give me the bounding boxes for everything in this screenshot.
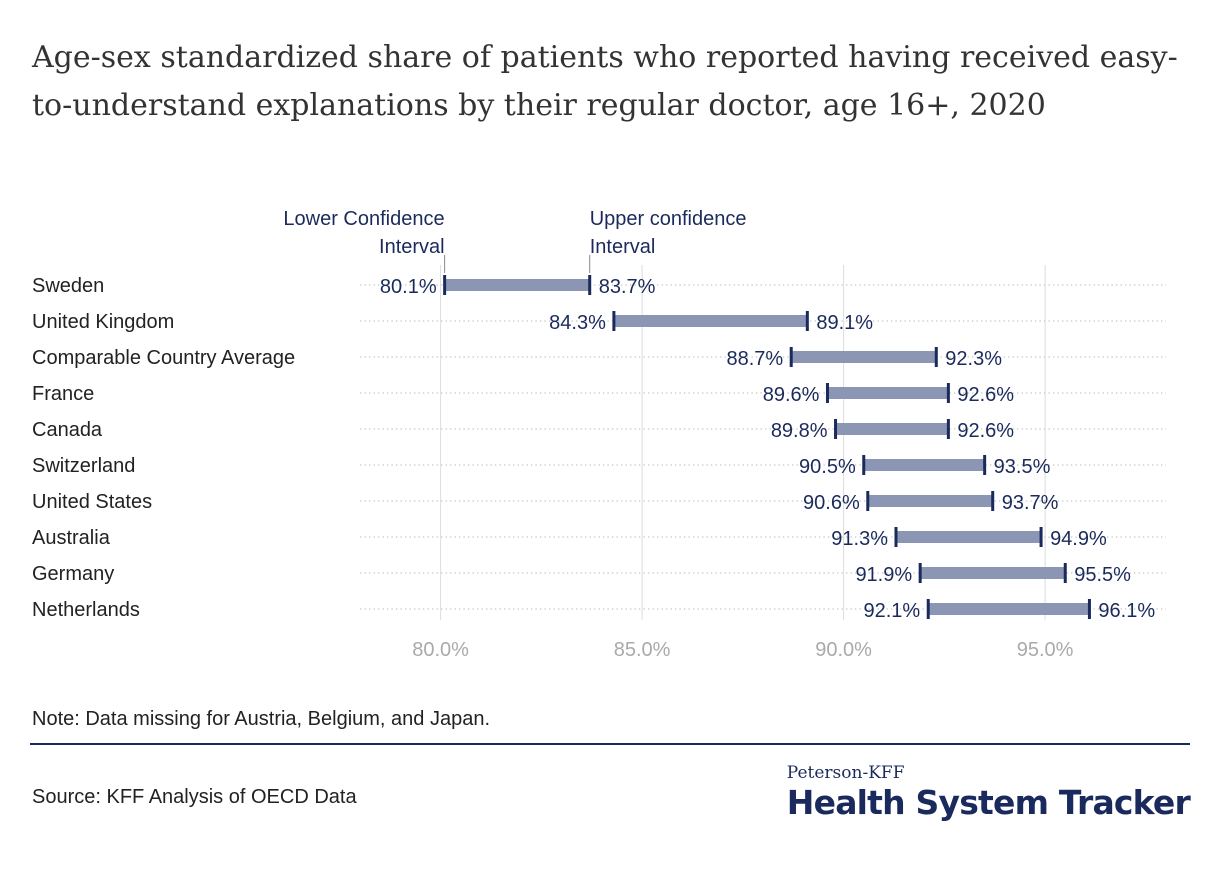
upper-value-label: 96.1% xyxy=(1098,600,1155,622)
upper-value-label: 89.1% xyxy=(816,312,873,334)
upper-cap xyxy=(588,275,592,295)
lower-cap xyxy=(612,311,616,331)
upper-cap xyxy=(805,311,809,331)
chart-note: Note: Data missing for Austria, Belgium,… xyxy=(32,708,491,730)
upper-cap xyxy=(1039,527,1043,547)
category-label: United States xyxy=(32,491,152,513)
range-chart: 80.0% 85.0% 90.0% 95.0% Sweden 80.1% 83.7% Unit… xyxy=(32,208,1166,661)
upper-cap xyxy=(983,455,987,475)
x-tick-label: 90.0% xyxy=(815,639,872,661)
upper-cap xyxy=(1087,599,1091,619)
upper-value-label: 93.7% xyxy=(1002,492,1059,514)
lower-cap xyxy=(443,275,447,295)
upper-value-label: 92.6% xyxy=(957,420,1014,442)
upper-value-label: 83.7% xyxy=(599,276,656,298)
category-label: Australia xyxy=(32,527,111,549)
range-bar xyxy=(895,531,1042,543)
chart-source: Source: KFF Analysis of OECD Data xyxy=(32,786,357,808)
lower-cap xyxy=(834,419,838,439)
chart-title: Age-sex standardized share of patients w… xyxy=(32,40,1178,123)
lower-value-label: 90.6% xyxy=(803,492,860,514)
upper-value-label: 92.6% xyxy=(957,384,1014,406)
lower-cap xyxy=(825,383,829,403)
lower-cap xyxy=(862,455,866,475)
category-label: Germany xyxy=(32,563,114,585)
range-bar xyxy=(867,495,993,507)
x-tick-label: 80.0% xyxy=(412,639,469,661)
range-bar xyxy=(835,423,949,435)
upper-cap xyxy=(1063,563,1067,583)
lower-value-label: 92.1% xyxy=(864,600,921,622)
upper-value-label: 92.3% xyxy=(945,348,1002,370)
lower-value-label: 88.7% xyxy=(726,348,783,370)
upper-annotation: Upper confidence Interval xyxy=(590,208,747,258)
upper-cap xyxy=(934,347,938,367)
range-bar xyxy=(444,279,590,291)
upper-cap xyxy=(946,383,950,403)
category-label: Netherlands xyxy=(32,599,140,621)
lower-cap xyxy=(926,599,930,619)
lower-cap xyxy=(894,527,898,547)
x-tick-label: 85.0% xyxy=(614,639,671,661)
category-label: Switzerland xyxy=(32,455,135,477)
lower-value-label: 89.6% xyxy=(763,384,820,406)
lower-value-label: 89.8% xyxy=(771,420,828,442)
category-label: Canada xyxy=(32,419,103,441)
range-bar xyxy=(920,567,1066,579)
lower-annotation: Lower Confidence Interval xyxy=(283,208,444,258)
range-bar xyxy=(791,351,937,363)
upper-value-label: 95.5% xyxy=(1074,564,1131,586)
lower-value-label: 84.3% xyxy=(549,312,606,334)
x-tick-label: 95.0% xyxy=(1017,639,1074,661)
divider xyxy=(30,743,1190,745)
lower-value-label: 90.5% xyxy=(799,456,856,478)
logo-subtitle: Peterson-KFF xyxy=(786,763,905,783)
upper-value-label: 94.9% xyxy=(1050,528,1107,550)
upper-value-label: 93.5% xyxy=(994,456,1051,478)
upper-cap xyxy=(991,491,995,511)
lower-cap xyxy=(789,347,793,367)
logo-title: Health System Tracker xyxy=(786,783,1191,822)
lower-value-label: 91.9% xyxy=(855,564,912,586)
category-label: Comparable Country Average xyxy=(32,347,295,369)
category-label: Sweden xyxy=(32,275,104,297)
brand-logo: Peterson-KFF Health System Tracker xyxy=(786,763,1191,823)
lower-value-label: 80.1% xyxy=(380,276,437,298)
lower-cap xyxy=(918,563,922,583)
range-bar xyxy=(928,603,1090,615)
range-bar xyxy=(827,387,949,399)
lower-value-label: 91.3% xyxy=(831,528,888,550)
lower-cap xyxy=(866,491,870,511)
category-label: United Kingdom xyxy=(32,311,174,333)
category-label: France xyxy=(32,383,94,405)
upper-cap xyxy=(946,419,950,439)
range-bar xyxy=(863,459,985,471)
range-bar xyxy=(613,315,808,327)
